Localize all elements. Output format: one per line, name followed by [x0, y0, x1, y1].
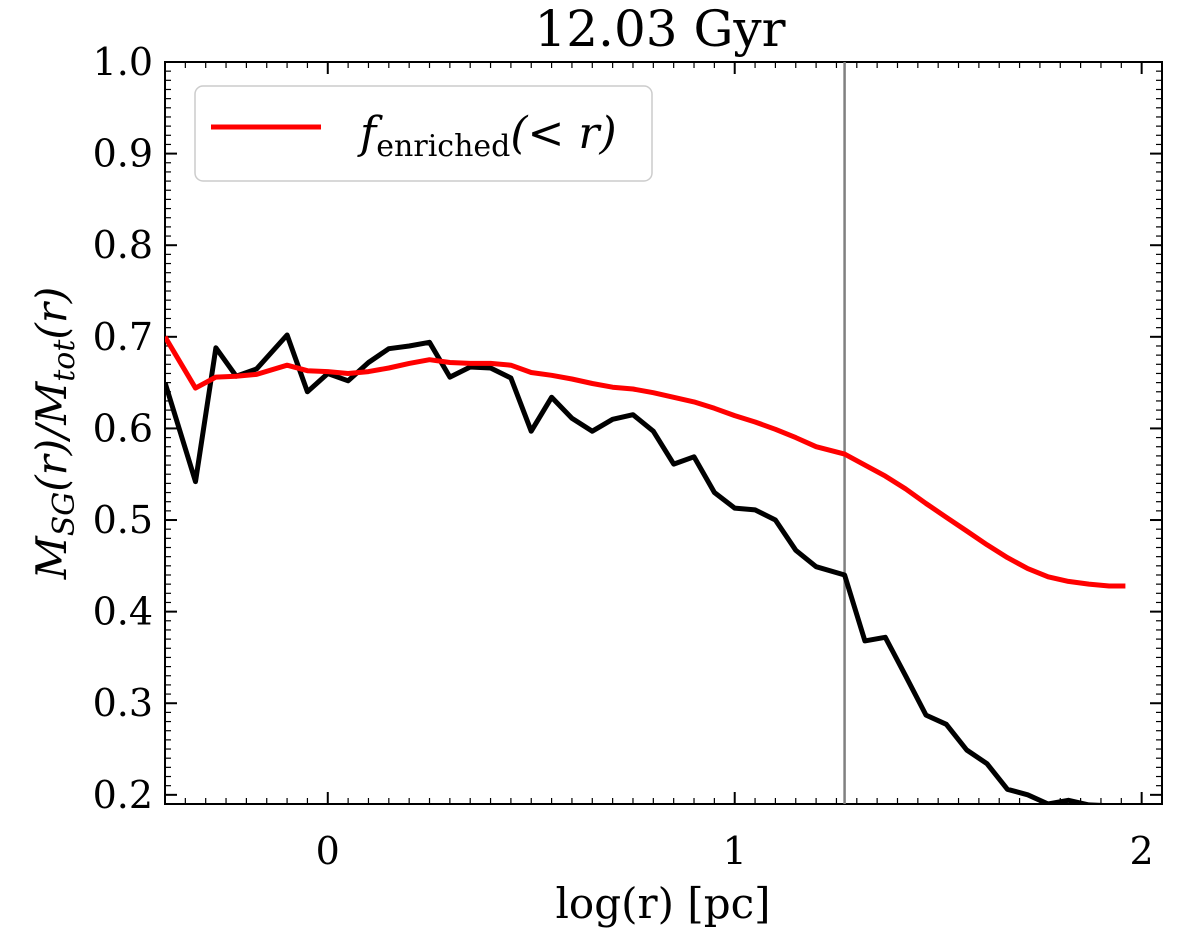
- tick-labels: 0.2 0.3 0.4 0.5 0.6 0.7 0.8 0.9 1.0 0 1 2: [93, 40, 1154, 873]
- y-tick-label: 0.9: [93, 132, 153, 176]
- legend-label-rest: (< r): [510, 108, 616, 159]
- y-axis-label: MSG(r)/Mtot(r): [27, 287, 82, 581]
- series-layer: [165, 332, 1126, 804]
- series-line-enriched: [165, 335, 1126, 589]
- y-tick-label: 1.0: [93, 40, 153, 84]
- x-axis-label: log(r) [pc]: [556, 879, 771, 928]
- y-label-sub1: SG: [47, 492, 82, 537]
- y-tick-label: 0.3: [93, 681, 153, 725]
- legend-label-enriched: fenriched(< r): [357, 108, 617, 164]
- chart-title: 12.03 Gyr: [534, 0, 785, 58]
- legend: fenriched(< r): [194, 85, 653, 182]
- y-tick-label: 0.7: [93, 315, 153, 359]
- plot-area: [164, 61, 1163, 805]
- y-label-m1: M: [27, 535, 76, 580]
- x-tick-label: 0: [316, 829, 340, 873]
- series-line-black: [165, 332, 1110, 804]
- x-tick-label: 2: [1130, 829, 1154, 873]
- legend-box: [194, 85, 653, 182]
- y-label-m2: M: [27, 381, 76, 426]
- plot-frame: [164, 61, 1163, 805]
- x-tick-label: 1: [723, 829, 747, 873]
- y-tick-label: 0.2: [93, 773, 153, 817]
- y-label-end: (r): [27, 287, 76, 340]
- legend-label-sub: enriched: [376, 129, 510, 164]
- y-tick-label: 0.5: [93, 498, 153, 542]
- y-tick-label: 0.4: [93, 590, 153, 634]
- y-label-sub2: tot: [47, 339, 82, 382]
- y-label-mid: (r)/: [27, 421, 76, 492]
- y-tick-label: 0.8: [93, 223, 153, 267]
- y-tick-label: 0.6: [93, 406, 153, 450]
